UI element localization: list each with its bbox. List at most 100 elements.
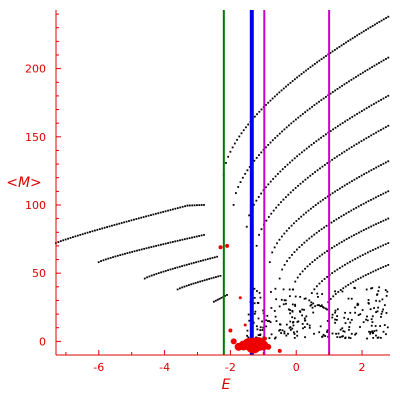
branch-point <box>359 73 362 75</box>
branch-point <box>362 275 365 278</box>
branch-point <box>313 288 316 291</box>
branch-point <box>342 213 345 216</box>
branch-point <box>320 99 323 101</box>
branch-point <box>340 241 343 243</box>
cloud-point <box>371 321 374 323</box>
cloud-point <box>376 310 379 313</box>
cloud-point <box>312 311 315 314</box>
cloud-point <box>339 328 342 331</box>
branch-point <box>169 268 172 271</box>
cloud-point <box>256 301 259 304</box>
cloud-point <box>318 304 320 307</box>
branch-point <box>108 225 111 228</box>
branch-point <box>101 227 104 230</box>
branch-point <box>133 218 135 221</box>
branch-point <box>277 172 279 175</box>
branch-point <box>382 18 385 21</box>
cloud-point <box>378 300 381 303</box>
branch-point <box>160 271 162 274</box>
branch-point <box>112 256 114 259</box>
cloud-point <box>317 295 319 298</box>
branch-point <box>343 150 346 153</box>
branch-point <box>362 202 365 205</box>
cloud-point <box>343 316 346 319</box>
branch-point <box>387 190 390 193</box>
branch-point <box>260 108 263 111</box>
branch-point <box>255 156 258 159</box>
cloud-point <box>309 304 312 307</box>
branch-point <box>384 161 387 164</box>
branch-point <box>164 210 167 213</box>
branch-point <box>281 268 284 271</box>
branch-point <box>258 110 261 113</box>
branch-point <box>235 192 237 194</box>
cloud-point <box>341 327 344 330</box>
branch-point <box>238 135 241 138</box>
cloud-point <box>368 330 370 333</box>
cloud-point <box>318 331 321 334</box>
branch-point <box>286 163 289 166</box>
cloud-point <box>370 324 373 327</box>
branch-point <box>350 235 353 238</box>
red-point <box>238 296 242 300</box>
branch-point <box>324 197 327 199</box>
branch-point <box>298 74 301 77</box>
branch-point <box>382 59 385 62</box>
cloud-point <box>265 319 268 322</box>
branch-point <box>344 120 346 123</box>
cloud-point <box>308 324 311 327</box>
branch-point <box>146 276 148 279</box>
branch-point <box>279 170 282 173</box>
branch-point <box>84 232 87 235</box>
cloud-point <box>374 325 377 327</box>
branch-point <box>320 136 322 139</box>
cloud-point <box>334 318 336 321</box>
branch-point <box>349 38 352 41</box>
branch-point <box>303 149 306 152</box>
branch-point <box>365 171 368 174</box>
branch-point <box>345 238 348 241</box>
branch-point <box>313 142 315 144</box>
branch-point <box>274 137 277 139</box>
branch-point <box>343 184 346 187</box>
branch-point <box>174 240 177 243</box>
branch-point <box>348 181 351 184</box>
branch-point <box>343 239 346 242</box>
branch-point <box>326 276 329 278</box>
branch-point <box>233 142 236 145</box>
branch-point <box>380 220 382 223</box>
branch-point <box>267 183 270 186</box>
branch-point <box>353 144 356 147</box>
branch-point <box>292 120 295 123</box>
cloud-point <box>267 320 269 323</box>
y-tick-label: 0 <box>39 335 46 348</box>
cloud-point <box>311 306 314 309</box>
branch-point <box>116 254 119 257</box>
branch-point <box>98 228 101 231</box>
branch-point <box>376 22 379 25</box>
branch-point <box>299 182 302 185</box>
branch-point <box>283 232 286 235</box>
branch-point <box>192 282 195 285</box>
branch-point <box>167 269 169 272</box>
cloud-point <box>262 309 265 312</box>
branch-point <box>300 243 303 246</box>
cloud-point <box>303 317 306 320</box>
branch-point <box>138 249 141 251</box>
cloud-point <box>281 329 284 332</box>
branch-point <box>356 256 359 259</box>
branch-point <box>162 243 165 246</box>
branch-point <box>162 210 165 213</box>
branch-point <box>286 260 288 263</box>
branch-point <box>302 71 305 74</box>
cloud-point <box>303 308 305 311</box>
branch-point <box>295 118 297 121</box>
branch-point <box>199 260 202 262</box>
cloud-point <box>334 309 337 312</box>
branch-point <box>171 241 174 243</box>
cloud-point <box>375 299 377 302</box>
branch-point <box>304 111 307 114</box>
branch-point <box>197 281 199 284</box>
branch-point <box>358 33 361 35</box>
